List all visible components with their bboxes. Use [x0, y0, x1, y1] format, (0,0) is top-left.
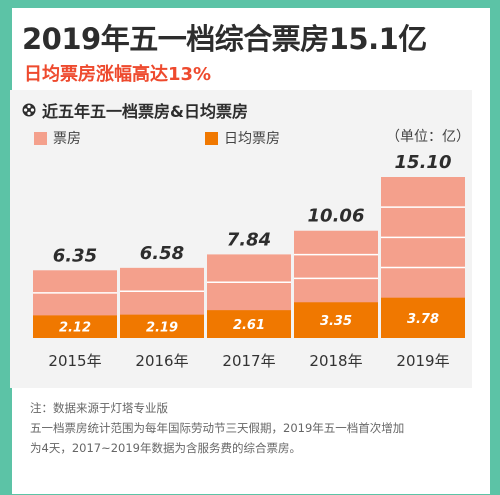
data-label-total-3: 10.06 — [308, 206, 365, 227]
chart-title-text: 近五年五一档票房&日均票房 — [42, 102, 248, 121]
legend-swatch-total — [34, 131, 47, 145]
x-tick-label-3: 2018年 — [309, 352, 362, 370]
legend-swatch-daily — [205, 131, 218, 145]
data-label-daily-1: 2.19 — [146, 320, 178, 335]
x-tick-label-1: 2016年 — [135, 352, 188, 370]
legend-label-total: 票房 — [53, 131, 81, 147]
data-label-total-0: 6.35 — [53, 245, 97, 266]
data-label-daily-3: 3.35 — [320, 314, 352, 329]
bar-daily-2 — [207, 310, 291, 338]
data-label-total-2: 7.84 — [227, 229, 271, 250]
legend-label-daily: 日均票房 — [224, 131, 280, 147]
x-tick-label-4: 2019年 — [396, 352, 449, 370]
data-label-daily-2: 2.61 — [233, 318, 265, 333]
page-subtitle: 日均票房涨幅高达13% — [24, 64, 212, 85]
data-label-daily-0: 2.12 — [59, 321, 91, 336]
bar-daily-4 — [381, 297, 465, 338]
data-label-daily-4: 3.78 — [407, 312, 439, 327]
bar-daily-1 — [120, 314, 204, 338]
footnote-line-1: 注：数据来源于灯塔专业版 — [30, 401, 168, 415]
data-label-total-4: 15.10 — [395, 152, 452, 173]
film-reel-icon — [22, 103, 36, 117]
x-tick-label-2: 2017年 — [222, 352, 275, 370]
chart-title: 近五年五一档票房&日均票房 — [22, 98, 248, 122]
data-label-total-1: 6.58 — [140, 243, 184, 264]
legend-item-total: 票房 — [34, 128, 81, 148]
footnote-line-2: 五一档票房统计范围为每年国际劳动节三天假期，2019年五一档首次增加 — [30, 421, 405, 435]
bar-daily-3 — [294, 302, 378, 338]
x-tick-label-0: 2015年 — [48, 352, 101, 370]
page-title: 2019年五一档综合票房15.1亿 — [22, 22, 427, 56]
legend-item-daily: 日均票房 — [205, 128, 280, 148]
footnote-line-3: 为4天，2017~2019年数据为含服务费的综合票房。 — [30, 441, 301, 455]
bar-daily-0 — [33, 315, 117, 338]
unit-label: （单位：亿） — [386, 129, 470, 145]
footnotes: 注：数据来源于灯塔专业版 五一档票房统计范围为每年国际劳动节三天假期，2019年… — [30, 398, 470, 458]
